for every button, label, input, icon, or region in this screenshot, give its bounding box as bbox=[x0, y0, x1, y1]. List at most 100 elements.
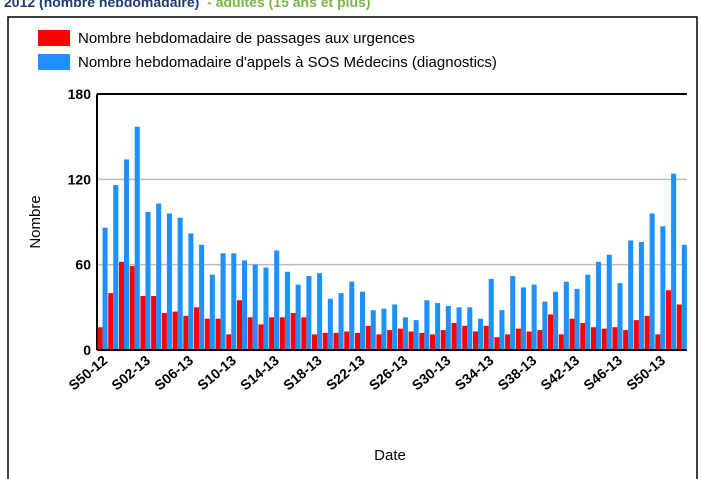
bar bbox=[462, 325, 468, 350]
y-axis-label: Nombre bbox=[27, 195, 44, 248]
bar bbox=[456, 307, 462, 350]
bar bbox=[129, 266, 135, 350]
bar bbox=[413, 320, 419, 350]
bar bbox=[617, 283, 623, 350]
x-tick-label: S50-13 bbox=[623, 352, 668, 393]
x-tick-label: S22-13 bbox=[323, 352, 368, 393]
bar bbox=[531, 284, 537, 350]
x-tick-label: S14-13 bbox=[237, 352, 282, 393]
bar bbox=[612, 327, 618, 350]
bar bbox=[290, 313, 296, 350]
bar bbox=[177, 217, 183, 350]
bar bbox=[183, 315, 189, 350]
bar bbox=[397, 328, 403, 350]
x-tick-label: S30-13 bbox=[409, 352, 454, 393]
bar bbox=[494, 337, 500, 350]
bar bbox=[349, 281, 355, 350]
legend-swatch bbox=[38, 54, 70, 70]
bar bbox=[585, 274, 591, 350]
bar bbox=[580, 322, 586, 350]
bar bbox=[419, 332, 425, 350]
y-tick-label: 180 bbox=[68, 86, 92, 102]
bar bbox=[472, 331, 478, 350]
chart-title: 2012 (nombre hebdomadaire) - adultes (15… bbox=[4, 0, 371, 10]
bar bbox=[156, 203, 162, 350]
bar bbox=[188, 233, 194, 350]
bar bbox=[231, 253, 237, 350]
y-tick-label: 0 bbox=[83, 342, 91, 358]
x-tick-label: S38-13 bbox=[495, 352, 540, 393]
y-tick-label: 120 bbox=[68, 171, 92, 187]
bar bbox=[102, 227, 108, 350]
bar bbox=[666, 290, 672, 350]
bar bbox=[312, 334, 318, 350]
bar bbox=[488, 278, 494, 350]
bar bbox=[145, 212, 151, 350]
bar bbox=[226, 334, 232, 350]
bar bbox=[563, 281, 569, 350]
bar bbox=[252, 264, 258, 350]
bar bbox=[376, 334, 382, 350]
bar bbox=[451, 322, 457, 350]
bar bbox=[204, 318, 210, 350]
bar bbox=[424, 300, 430, 350]
bar bbox=[633, 320, 639, 350]
bar bbox=[134, 126, 140, 350]
x-tick-label: S06-13 bbox=[151, 352, 196, 393]
bar bbox=[166, 213, 172, 350]
bar bbox=[483, 325, 489, 350]
bar bbox=[558, 334, 564, 350]
x-axis-label: Date bbox=[374, 447, 406, 464]
bar bbox=[215, 318, 221, 350]
bar bbox=[284, 271, 290, 350]
bar bbox=[402, 317, 408, 350]
bar bbox=[258, 324, 264, 350]
frame bbox=[7, 16, 698, 479]
bar bbox=[655, 334, 661, 350]
bar bbox=[548, 314, 554, 350]
bar bbox=[435, 303, 441, 350]
bar bbox=[623, 330, 629, 350]
bar bbox=[209, 274, 215, 350]
bar bbox=[123, 159, 130, 350]
x-tick-label: S10-13 bbox=[194, 352, 239, 393]
bar bbox=[354, 332, 360, 350]
bar bbox=[445, 305, 451, 350]
bar bbox=[606, 254, 612, 350]
bar bbox=[537, 330, 543, 350]
bar bbox=[676, 304, 682, 350]
bar bbox=[274, 250, 280, 350]
bar bbox=[628, 240, 634, 350]
bar bbox=[515, 328, 521, 350]
bar bbox=[359, 291, 366, 350]
bar bbox=[505, 334, 511, 350]
bar bbox=[430, 334, 436, 350]
bar bbox=[542, 301, 548, 350]
bar bbox=[151, 295, 157, 350]
bar bbox=[681, 244, 687, 350]
legend-swatch bbox=[38, 30, 70, 46]
bar bbox=[327, 298, 333, 350]
bar bbox=[113, 185, 119, 350]
bar bbox=[440, 330, 446, 350]
bar bbox=[279, 317, 285, 350]
bar bbox=[194, 307, 200, 350]
bar bbox=[295, 284, 301, 350]
bar bbox=[108, 293, 114, 350]
bar bbox=[172, 311, 178, 350]
bar bbox=[140, 295, 146, 350]
bar bbox=[392, 304, 398, 350]
bar bbox=[161, 313, 167, 350]
bar bbox=[381, 308, 387, 350]
bar bbox=[301, 317, 307, 350]
bar bbox=[569, 318, 575, 350]
y-tick-label: 60 bbox=[75, 257, 91, 273]
bar bbox=[660, 226, 666, 350]
bar bbox=[118, 261, 124, 350]
bar bbox=[553, 291, 559, 350]
bar bbox=[317, 273, 323, 350]
bar bbox=[338, 293, 344, 350]
bar bbox=[387, 330, 393, 350]
bar bbox=[590, 327, 596, 350]
bar bbox=[499, 310, 505, 350]
